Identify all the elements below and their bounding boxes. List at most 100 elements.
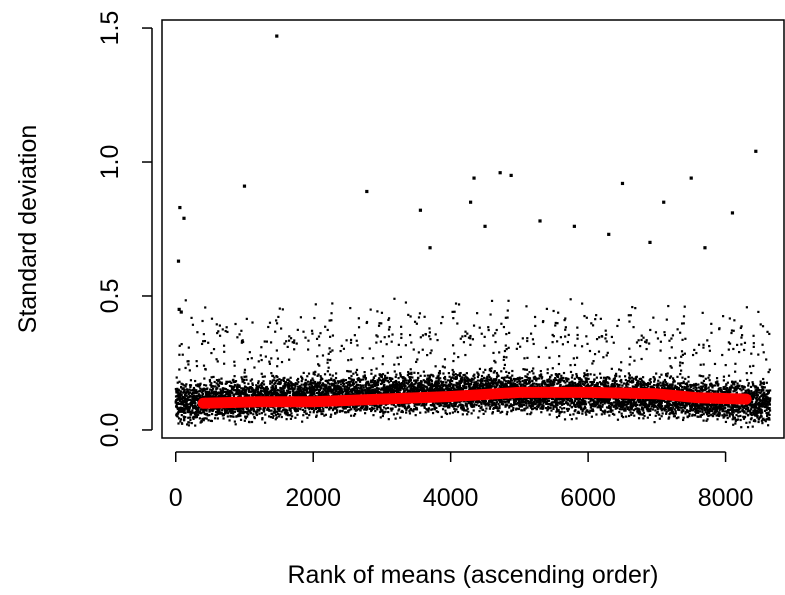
data-point — [344, 390, 347, 393]
data-point — [479, 383, 482, 386]
data-point — [372, 390, 375, 393]
data-point — [207, 395, 211, 398]
data-point — [339, 349, 342, 353]
data-point — [327, 387, 330, 390]
data-point — [181, 398, 184, 401]
data-point — [503, 386, 506, 389]
data-point — [517, 407, 520, 410]
data-point — [363, 375, 367, 378]
data-point — [179, 390, 183, 393]
data-point — [391, 388, 394, 392]
data-point — [429, 351, 432, 355]
data-point — [274, 390, 277, 393]
data-point — [431, 408, 434, 411]
data-point — [348, 386, 351, 389]
data-point — [222, 417, 225, 420]
data-point — [486, 379, 489, 383]
data-point — [417, 372, 420, 375]
data-point — [381, 388, 384, 391]
data-point — [235, 386, 239, 389]
data-point — [505, 398, 508, 401]
data-point — [219, 388, 222, 391]
data-point — [182, 411, 186, 414]
data-point — [493, 401, 496, 404]
data-point — [367, 380, 370, 383]
data-point — [384, 377, 387, 380]
data-point — [329, 350, 332, 353]
data-point — [346, 386, 349, 389]
data-point — [276, 410, 279, 413]
data-point — [454, 302, 458, 305]
data-point — [514, 397, 517, 400]
data-point — [218, 381, 221, 384]
data-point — [498, 404, 501, 407]
data-point — [400, 381, 404, 385]
data-point — [474, 382, 478, 386]
data-point — [297, 407, 300, 410]
data-point — [439, 377, 442, 380]
data-point — [291, 341, 294, 344]
data-point — [280, 415, 283, 419]
data-point — [289, 387, 292, 390]
data-point — [395, 381, 398, 384]
data-point — [279, 393, 282, 396]
data-point — [389, 407, 392, 410]
data-point — [273, 390, 276, 393]
data-point — [480, 374, 484, 378]
data-point — [336, 384, 339, 388]
data-point — [459, 371, 462, 375]
data-point — [364, 406, 367, 410]
data-point — [511, 374, 514, 377]
data-point — [237, 415, 240, 418]
data-point — [181, 353, 184, 356]
data-point — [448, 381, 452, 384]
data-point — [484, 387, 487, 390]
data-point — [500, 400, 503, 403]
data-point — [491, 385, 494, 388]
data-point — [364, 389, 367, 393]
data-point — [489, 398, 493, 401]
data-point — [408, 375, 411, 379]
data-point — [300, 389, 303, 392]
data-point — [504, 380, 508, 383]
data-point — [191, 404, 194, 407]
data-point — [412, 389, 416, 393]
data-point — [274, 410, 277, 413]
data-point — [282, 379, 285, 383]
data-point — [324, 405, 327, 409]
data-point — [239, 414, 242, 417]
data-point — [421, 348, 424, 351]
data-point — [512, 384, 516, 387]
data-point — [372, 357, 375, 360]
data-point — [300, 383, 303, 386]
data-point — [498, 351, 501, 354]
data-point — [471, 338, 475, 341]
data-point — [272, 414, 275, 417]
data-point — [451, 368, 454, 372]
data-point — [420, 380, 423, 383]
data-point — [382, 389, 385, 392]
data-point — [315, 337, 319, 341]
data-point — [423, 406, 426, 409]
data-point — [349, 341, 353, 344]
data-point — [306, 391, 309, 394]
data-point — [431, 402, 435, 405]
data-point — [348, 390, 352, 393]
data-point — [390, 340, 393, 343]
data-point — [370, 372, 373, 375]
data-point — [434, 390, 437, 393]
data-point — [240, 329, 243, 332]
data-point — [318, 389, 322, 392]
data-point — [274, 389, 277, 392]
data-point — [183, 397, 186, 400]
data-point — [457, 382, 460, 385]
data-point — [449, 378, 453, 381]
data-point — [344, 411, 348, 414]
data-point — [180, 393, 183, 397]
data-point — [516, 381, 519, 384]
data-point — [321, 412, 324, 415]
data-point — [286, 390, 290, 393]
data-point — [197, 407, 200, 411]
data-point — [271, 384, 274, 387]
data-point — [347, 410, 350, 414]
